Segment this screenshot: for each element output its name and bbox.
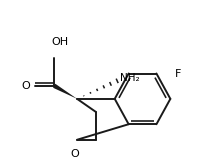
- Text: O: O: [22, 81, 31, 91]
- Text: NH₂: NH₂: [121, 73, 140, 83]
- Polygon shape: [53, 84, 77, 99]
- Text: O: O: [70, 149, 79, 159]
- Text: F: F: [174, 68, 181, 79]
- Text: OH: OH: [51, 36, 68, 47]
